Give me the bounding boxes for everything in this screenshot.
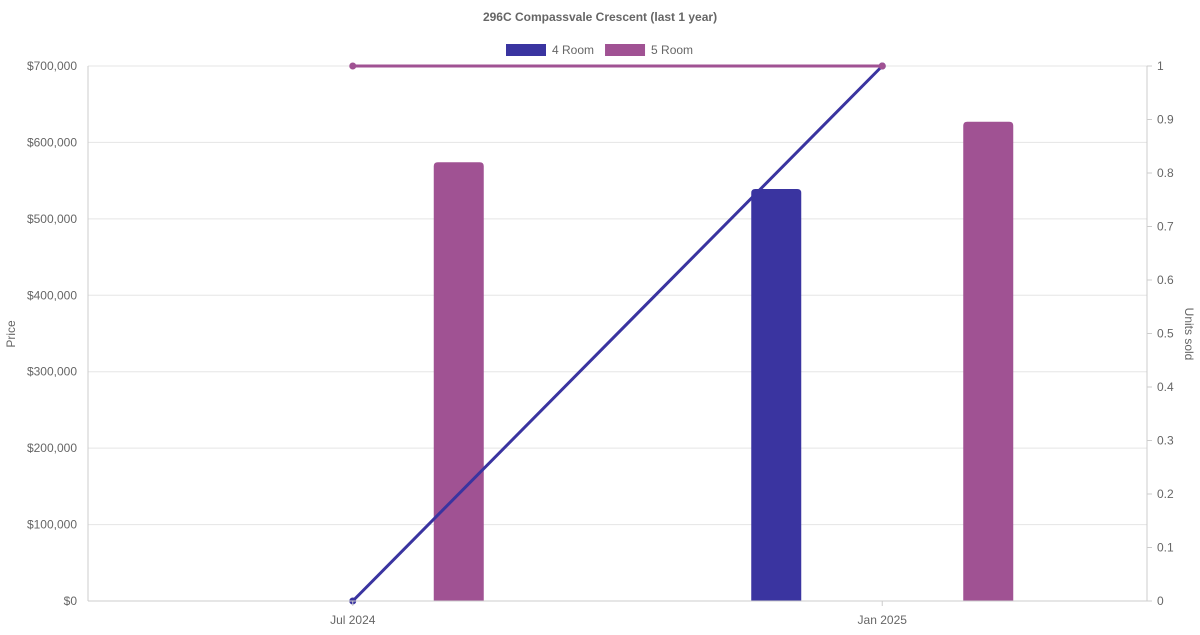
y-left-tick-label: $100,000 (27, 518, 77, 532)
lines (349, 62, 886, 605)
y-right-tick-label: 0.3 (1157, 434, 1174, 448)
y-left-tick-label: $300,000 (27, 365, 77, 379)
y-right-tick-label: 0.9 (1157, 113, 1174, 127)
legend-swatch (506, 44, 546, 56)
axes: $0 $100,000 $200,000 $300,000 $400,000 $500,0… (27, 59, 1174, 627)
y-right-tick-label: 0.4 (1157, 380, 1174, 394)
line-point (349, 62, 357, 70)
grid (88, 65, 1147, 602)
y-right-tick-label: 0.2 (1157, 487, 1174, 501)
y-left-tick-label: $400,000 (27, 288, 77, 302)
legend: 4 Room 5 Room (506, 43, 693, 57)
y-right-tick-label: 0.1 (1157, 541, 1174, 555)
y-right-tick-label: 1 (1157, 59, 1164, 73)
y-right-tick-label: 0 (1157, 594, 1164, 608)
legend-label: 4 Room (552, 43, 594, 57)
y-left-tick-label: $200,000 (27, 441, 77, 455)
x-tick-label: Jul 2024 (330, 613, 376, 627)
y-right-tick-label: 0.6 (1157, 273, 1174, 287)
x-tick-label: Jan 2025 (858, 613, 908, 627)
bar-5-room (963, 121, 1014, 602)
y-left-tick-label: $600,000 (27, 135, 77, 149)
y-left-tick-label: $700,000 (27, 59, 77, 73)
y-right-tick-label: 0.5 (1157, 327, 1174, 341)
y-right-tick-label: 0.7 (1157, 220, 1174, 234)
bars (433, 121, 1014, 602)
bar-5-room (433, 162, 484, 602)
y-right-tick-label: 0.8 (1157, 166, 1174, 180)
chart-title: 296C Compassvale Crescent (last 1 year) (483, 10, 717, 24)
bar-4-room (751, 189, 802, 602)
y-right-label: Units sold (1182, 308, 1196, 361)
legend-label: 5 Room (651, 43, 693, 57)
y-left-tick-label: $500,000 (27, 212, 77, 226)
y-left-tick-label: $0 (64, 594, 78, 608)
line-point (878, 62, 886, 70)
legend-swatch (605, 44, 646, 56)
line-4-room (351, 64, 884, 603)
y-left-label: Price (4, 320, 18, 348)
